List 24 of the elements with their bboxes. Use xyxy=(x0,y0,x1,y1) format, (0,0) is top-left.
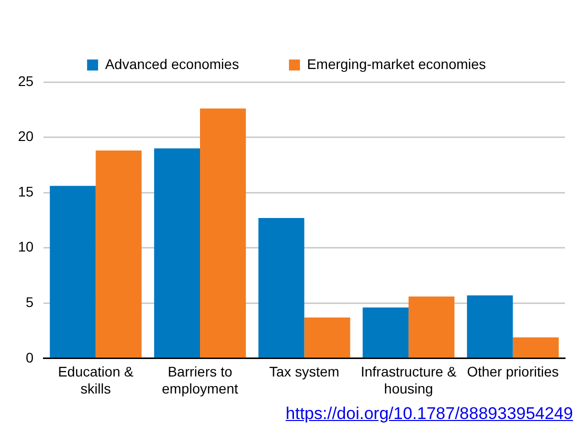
bar xyxy=(50,186,96,358)
y-tick-label: 25 xyxy=(18,72,34,89)
bar xyxy=(200,108,246,358)
y-tick-label: 0 xyxy=(26,349,34,366)
x-tick-label: Other priorities xyxy=(466,364,559,380)
x-tick-label: Barriers to employment xyxy=(162,364,238,396)
bar xyxy=(512,337,559,358)
legend-label: Emerging-market economies xyxy=(306,56,486,72)
bar xyxy=(466,295,513,358)
x-tick-label: Infrastructure & housing xyxy=(360,364,458,396)
bar xyxy=(96,150,142,358)
bar xyxy=(154,148,200,358)
bar xyxy=(362,308,409,358)
bar xyxy=(304,317,350,358)
y-tick-label: 10 xyxy=(18,238,34,255)
legend-label: Advanced economies xyxy=(105,56,239,72)
y-tick-label: 15 xyxy=(18,183,34,200)
x-tick-label: Tax system xyxy=(269,364,340,380)
y-tick-label: 20 xyxy=(18,128,34,144)
x-tick-label: Education & skills xyxy=(58,364,134,396)
bar xyxy=(258,218,304,358)
bar xyxy=(408,296,454,358)
text: https://doi.org/10.1787/888933954249 xyxy=(284,404,573,424)
y-tick-label: 5 xyxy=(26,294,34,310)
